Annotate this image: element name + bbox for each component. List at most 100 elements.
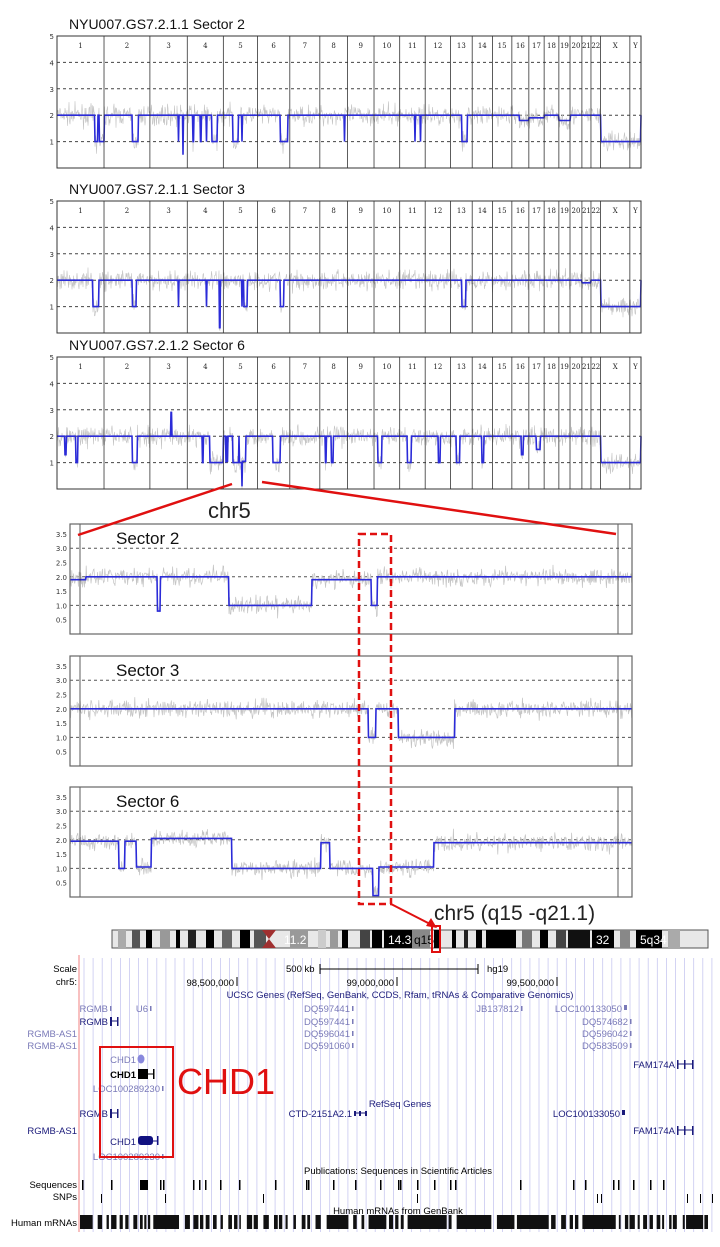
chromosome-label: 3 bbox=[166, 207, 170, 215]
mrna-mark bbox=[353, 1215, 357, 1229]
mrna-mark bbox=[315, 1215, 321, 1229]
gene-glyph bbox=[692, 1126, 694, 1135]
sequence-mark bbox=[143, 1180, 145, 1190]
cytoband bbox=[592, 930, 614, 948]
sequence-mark bbox=[220, 1180, 222, 1190]
gene-glyph bbox=[137, 1054, 145, 1064]
y-tick-label: 5 bbox=[50, 354, 54, 362]
chromosome-label: 3 bbox=[166, 42, 170, 50]
cytoband bbox=[540, 930, 548, 948]
y-tick-label: 3.5 bbox=[56, 531, 67, 539]
chromosome-label: 18 bbox=[547, 207, 556, 215]
segment-line bbox=[70, 837, 632, 897]
sequence-mark bbox=[520, 1180, 522, 1190]
cytoband bbox=[568, 930, 590, 948]
y-tick-label: 3.5 bbox=[56, 794, 67, 802]
mrna-mark bbox=[144, 1215, 147, 1229]
chromosome-label: 11 bbox=[408, 207, 417, 215]
snp-mark bbox=[417, 1194, 418, 1203]
chromosome-label: 15 bbox=[498, 207, 507, 215]
raw-signal bbox=[69, 564, 632, 619]
segment-line bbox=[57, 279, 642, 329]
chromosome-label: 8 bbox=[331, 42, 335, 50]
y-tick-label: 5 bbox=[50, 33, 54, 41]
y-tick-label: 2 bbox=[50, 277, 54, 285]
y-tick-label: 1.5 bbox=[56, 720, 67, 728]
gene-glyph bbox=[150, 1006, 152, 1011]
sequence-mark bbox=[613, 1180, 615, 1190]
sequence-mark bbox=[308, 1180, 310, 1190]
chd1-highlight-box bbox=[99, 1046, 174, 1158]
mrna-mark bbox=[153, 1215, 180, 1229]
cytoband bbox=[668, 930, 680, 948]
mrna-mark bbox=[649, 1215, 653, 1229]
chromosome-label: 10 bbox=[382, 363, 391, 371]
chromosome-label: X bbox=[613, 207, 618, 215]
gene-label: RGMB bbox=[80, 1109, 109, 1120]
cytoband bbox=[254, 930, 266, 948]
gene-glyph bbox=[359, 1111, 361, 1116]
chr5-label: chr5 bbox=[208, 498, 251, 523]
raw-signal bbox=[56, 101, 641, 154]
cytoband bbox=[372, 930, 382, 948]
track-label: SNPs bbox=[53, 1192, 78, 1203]
chromosome-label: 3 bbox=[166, 363, 170, 371]
chromosome-label: 22 bbox=[591, 207, 600, 215]
region-label: chr5 (q15 -q21.1) bbox=[434, 902, 595, 925]
snp-mark bbox=[712, 1194, 713, 1203]
panel-title: Sector 6 bbox=[116, 792, 179, 811]
y-tick-label: 0.5 bbox=[56, 749, 67, 757]
chromosome-label: X bbox=[613, 363, 618, 371]
gene-glyph bbox=[352, 1006, 354, 1011]
gene-label: CTD-2151A2.1 bbox=[289, 1109, 352, 1120]
chromosome-label: 11 bbox=[408, 363, 417, 371]
cytoband bbox=[486, 930, 516, 948]
chromosome-label: 6 bbox=[271, 363, 276, 371]
dashed-region-box bbox=[357, 532, 393, 906]
band-label: 5q34 bbox=[640, 933, 667, 947]
chromosome-label: 16 bbox=[516, 42, 525, 50]
y-tick-label: 3 bbox=[50, 251, 54, 259]
chromosome-label: 13 bbox=[457, 42, 466, 50]
mrna-mark bbox=[213, 1215, 217, 1229]
mrna-mark bbox=[106, 1215, 109, 1229]
chromosome-label: 2 bbox=[125, 363, 129, 371]
cytoband bbox=[556, 930, 566, 948]
chromosome-label: 9 bbox=[358, 207, 362, 215]
chromosome-label: 1 bbox=[78, 207, 82, 215]
cytoband bbox=[222, 930, 232, 948]
chromosome-label: 17 bbox=[532, 363, 541, 371]
y-tick-label: 1.5 bbox=[56, 588, 67, 596]
mrna-mark bbox=[205, 1215, 210, 1229]
sequence-mark bbox=[160, 1180, 162, 1190]
mrna-mark bbox=[125, 1215, 129, 1229]
chr5-panel-sector-6: 3.5 3.0 2.5 2.0 1.5 1.0 0.5 Sector 6 bbox=[56, 786, 633, 898]
gene-glyph bbox=[624, 1005, 627, 1010]
chromosome-label: 14 bbox=[478, 207, 487, 215]
chromosome-label: 20 bbox=[571, 207, 580, 215]
mrna-mark bbox=[263, 1215, 269, 1229]
mrna-mark bbox=[574, 1215, 579, 1229]
y-tick-label: 2.5 bbox=[56, 560, 67, 568]
raw-signal bbox=[69, 697, 632, 749]
chromosome-label: 2 bbox=[125, 207, 129, 215]
cytoband bbox=[620, 930, 630, 948]
gene-glyph bbox=[117, 1109, 119, 1118]
mrna-mark bbox=[301, 1215, 306, 1229]
y-tick-label: 2.0 bbox=[56, 574, 67, 582]
sequence-mark bbox=[380, 1180, 382, 1190]
chromosome-label: 6 bbox=[271, 207, 276, 215]
chromosome-label: 21 bbox=[582, 363, 591, 371]
region-highlight: chr5 (q15 -q21.1) bbox=[357, 532, 595, 928]
chromosome-label: 14 bbox=[478, 363, 487, 371]
mrna-mark bbox=[184, 1215, 190, 1229]
connector-left bbox=[77, 482, 233, 537]
cytoband bbox=[384, 930, 412, 948]
chr5-zoom-panels: 3.5 3.0 2.5 2.0 1.5 1.0 0.5 Sector 2 3.5 3.0 2.5 2.… bbox=[56, 523, 633, 898]
gene-glyph bbox=[630, 1043, 632, 1048]
mrna-mark bbox=[395, 1215, 399, 1229]
chromosome-label: 18 bbox=[547, 42, 556, 50]
chromosome-label: 2 bbox=[125, 42, 129, 50]
gene-label: RGMB bbox=[80, 1017, 109, 1028]
